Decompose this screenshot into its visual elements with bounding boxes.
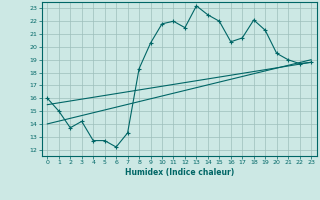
X-axis label: Humidex (Indice chaleur): Humidex (Indice chaleur) — [124, 168, 234, 177]
